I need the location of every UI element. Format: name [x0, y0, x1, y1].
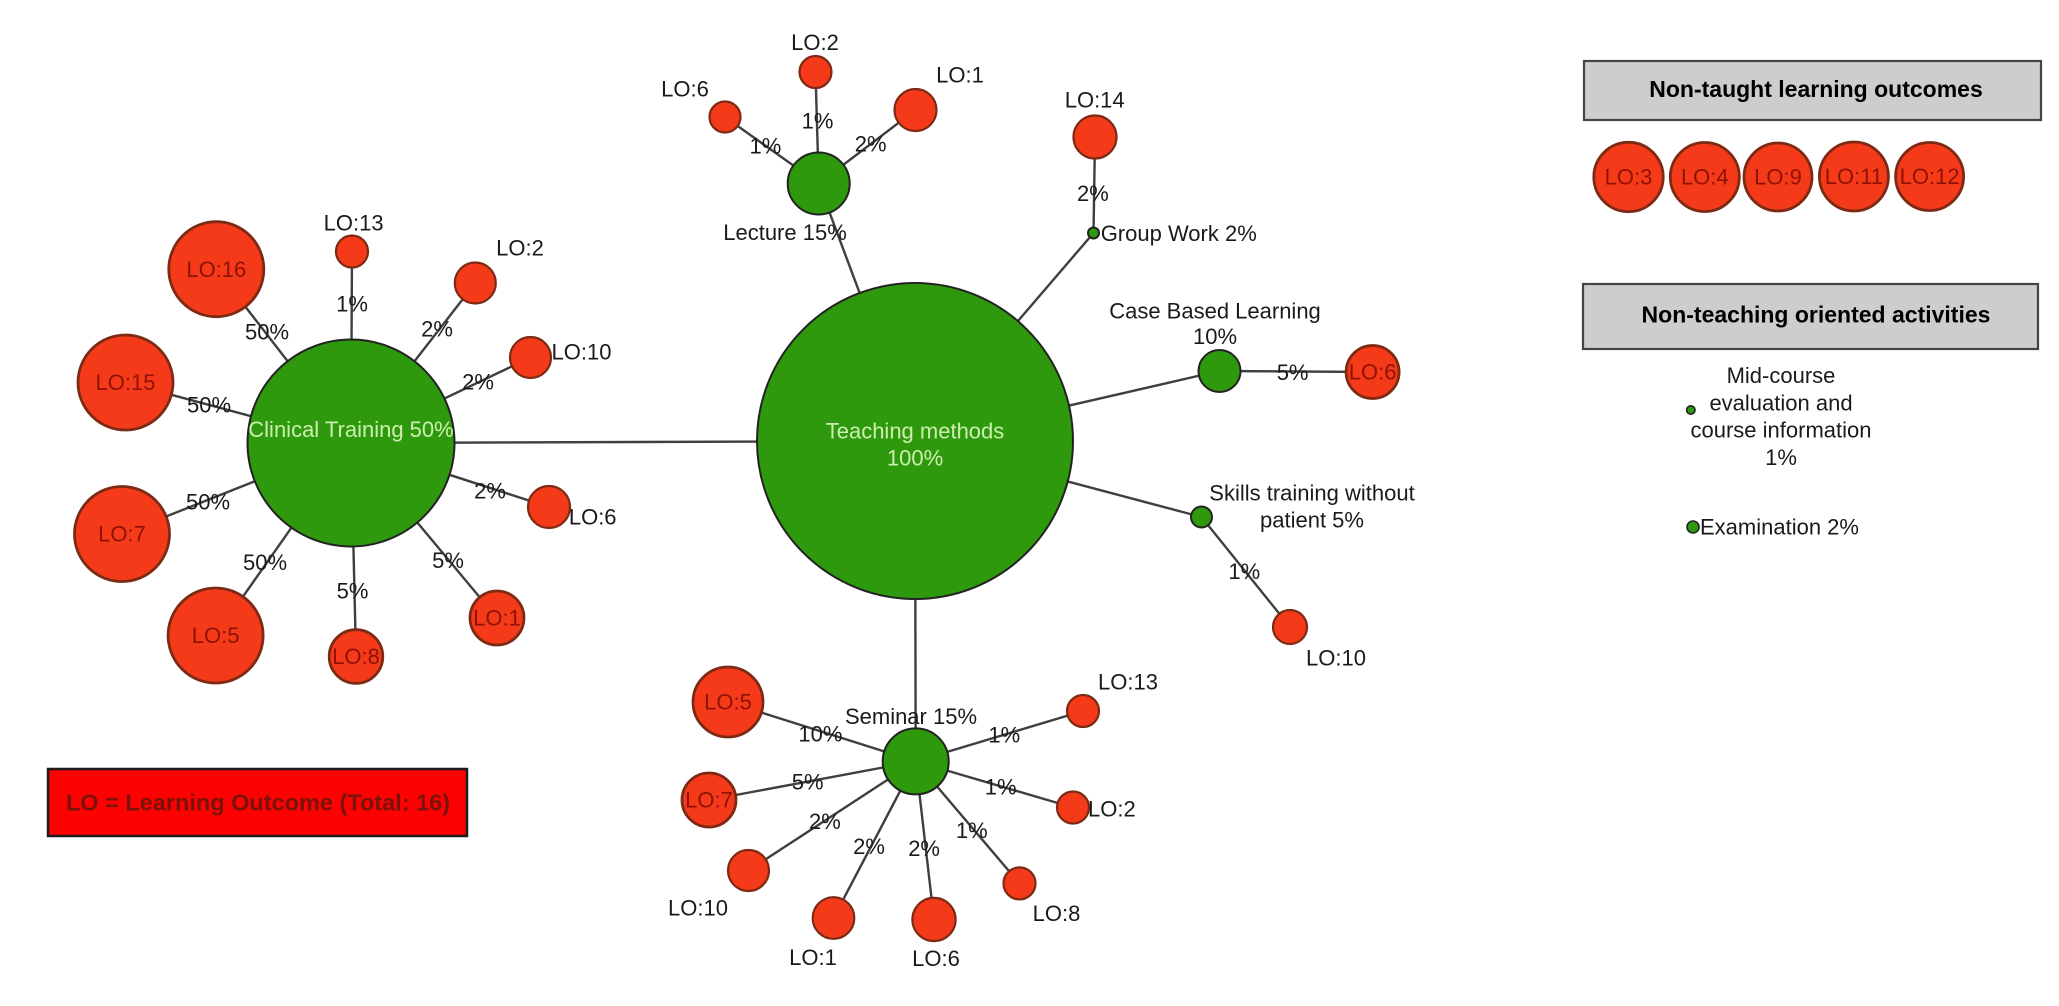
svg-text:2%: 2% — [908, 836, 940, 861]
svg-text:LO:6: LO:6 — [569, 504, 617, 529]
svg-text:2%: 2% — [474, 479, 506, 504]
svg-text:1%: 1% — [336, 292, 368, 317]
svg-text:LO:12: LO:12 — [1900, 164, 1960, 189]
svg-text:10%: 10% — [798, 722, 842, 747]
svg-text:50%: 50% — [187, 393, 231, 418]
svg-text:LO:3: LO:3 — [1605, 165, 1653, 190]
svg-text:LO:8: LO:8 — [1033, 901, 1081, 926]
svg-text:LO:6: LO:6 — [912, 946, 960, 971]
svg-text:1%: 1% — [985, 775, 1017, 800]
svg-text:Skills training without: Skills training without — [1209, 480, 1414, 505]
svg-text:patient 5%: patient 5% — [1260, 507, 1364, 532]
svg-text:LO:9: LO:9 — [1754, 165, 1802, 190]
svg-text:1%: 1% — [802, 108, 834, 133]
svg-text:LO:10: LO:10 — [552, 339, 612, 364]
svg-text:LO:5: LO:5 — [704, 690, 752, 715]
svg-text:LO:8: LO:8 — [332, 644, 380, 669]
svg-text:Examination 2%: Examination 2% — [1700, 514, 1859, 539]
svg-text:1%: 1% — [1765, 445, 1797, 470]
svg-text:LO:13: LO:13 — [1098, 669, 1158, 694]
svg-text:LO:15: LO:15 — [96, 370, 156, 395]
svg-text:2%: 2% — [809, 809, 841, 834]
svg-text:Group Work 2%: Group Work 2% — [1101, 221, 1257, 246]
svg-text:LO:10: LO:10 — [1306, 645, 1366, 670]
svg-text:LO:14: LO:14 — [1065, 87, 1125, 112]
svg-text:Non-taught learning outcomes: Non-taught learning outcomes — [1649, 76, 1983, 102]
svg-text:LO:10: LO:10 — [668, 895, 728, 920]
svg-text:Mid-course: Mid-course — [1727, 363, 1836, 388]
svg-text:LO:1: LO:1 — [789, 945, 837, 970]
svg-text:LO:16: LO:16 — [186, 257, 246, 282]
svg-text:1%: 1% — [956, 818, 988, 843]
svg-text:Lecture 15%: Lecture 15% — [723, 220, 847, 245]
svg-text:1%: 1% — [988, 722, 1020, 747]
svg-text:LO:4: LO:4 — [1681, 165, 1729, 190]
svg-text:5%: 5% — [337, 579, 369, 604]
svg-text:Teaching methods: Teaching methods — [826, 419, 1005, 444]
svg-text:2%: 2% — [421, 317, 453, 342]
svg-text:Case Based Learning: Case Based Learning — [1109, 298, 1321, 323]
svg-text:50%: 50% — [243, 550, 287, 575]
svg-text:LO:6: LO:6 — [661, 76, 709, 101]
svg-text:LO:13: LO:13 — [324, 210, 384, 235]
svg-text:LO:7: LO:7 — [98, 522, 146, 547]
svg-text:2%: 2% — [1077, 181, 1109, 206]
svg-text:2%: 2% — [855, 132, 887, 157]
svg-text:LO:2: LO:2 — [1088, 796, 1136, 821]
svg-text:Seminar 15%: Seminar 15% — [845, 704, 977, 729]
svg-text:Clinical Training 50%: Clinical Training 50% — [248, 417, 453, 442]
svg-text:2%: 2% — [462, 370, 494, 395]
svg-text:evaluation and: evaluation and — [1709, 390, 1852, 415]
svg-text:1%: 1% — [750, 134, 782, 159]
svg-text:course information: course information — [1691, 418, 1872, 443]
svg-text:2%: 2% — [853, 834, 885, 859]
svg-text:LO:2: LO:2 — [791, 30, 839, 55]
svg-text:LO:6: LO:6 — [1349, 360, 1397, 385]
svg-text:5%: 5% — [792, 769, 824, 794]
svg-text:LO:1: LO:1 — [936, 62, 984, 87]
svg-text:LO:11: LO:11 — [1825, 164, 1883, 189]
svg-text:100%: 100% — [887, 446, 943, 471]
svg-text:Non-teaching oriented activiti: Non-teaching oriented activities — [1642, 302, 1991, 328]
svg-text:50%: 50% — [186, 490, 230, 515]
svg-text:LO = Learning Outcome (Total:: LO = Learning Outcome (Total: 16) — [66, 790, 450, 816]
svg-text:LO:7: LO:7 — [685, 788, 733, 813]
svg-text:50%: 50% — [245, 320, 289, 345]
svg-text:LO:5: LO:5 — [192, 623, 240, 648]
svg-text:5%: 5% — [1277, 360, 1309, 385]
svg-text:LO:2: LO:2 — [496, 235, 544, 260]
svg-text:LO:1: LO:1 — [473, 606, 521, 631]
svg-text:10%: 10% — [1193, 324, 1237, 349]
svg-text:5%: 5% — [432, 548, 464, 573]
svg-text:1%: 1% — [1228, 559, 1260, 584]
